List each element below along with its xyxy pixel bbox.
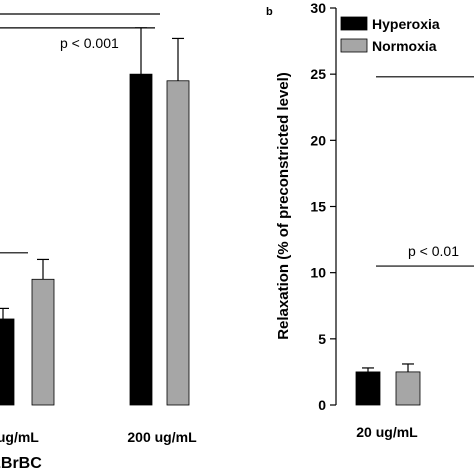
y-tick-label-6: 30	[310, 0, 326, 16]
y-tick-label-3: 15	[310, 199, 326, 215]
y-tick-label-2: 10	[310, 265, 326, 281]
x-axis-label-a: 2BrBC	[0, 455, 42, 472]
bar-b-0-0	[355, 371, 381, 406]
panel-b: 0 5 10 15 20 25 30 Relaxation (% of preconstric…	[266, 0, 474, 440]
bar-1-1	[166, 80, 190, 406]
bar-0-0	[0, 318, 15, 406]
category-label-0: 0 ug/mL	[0, 429, 39, 445]
panel-label-b: b	[266, 6, 273, 18]
y-tick-label-4: 20	[310, 132, 326, 148]
bar-1-0	[129, 73, 153, 406]
p-value-label-b: p < 0.01	[408, 243, 459, 259]
bar-0-1	[31, 278, 55, 406]
bar-b-0-1	[395, 371, 421, 406]
p-value-label-a: p < 0.001	[60, 35, 119, 51]
category-label-b-0: 20 ug/mL	[356, 424, 418, 440]
category-label-1: 200 ug/mL	[127, 429, 197, 445]
panel-a: 0 ug/mL 200 ug/mL p < 0.001 2BrBC	[0, 13, 197, 472]
legend-swatch-0	[340, 16, 368, 31]
y-tick-label-5: 25	[310, 66, 326, 82]
legend-label-0: Hyperoxia	[372, 16, 440, 32]
y-tick-label-0: 0	[318, 397, 326, 413]
legend-label-1: Normoxia	[372, 38, 437, 54]
legend: Hyperoxia Normoxia	[340, 16, 440, 54]
y-tick-label-1: 5	[318, 331, 326, 347]
y-axis-label: Relaxation (% of preconstricted level)	[275, 72, 292, 340]
legend-swatch-1	[340, 38, 368, 53]
